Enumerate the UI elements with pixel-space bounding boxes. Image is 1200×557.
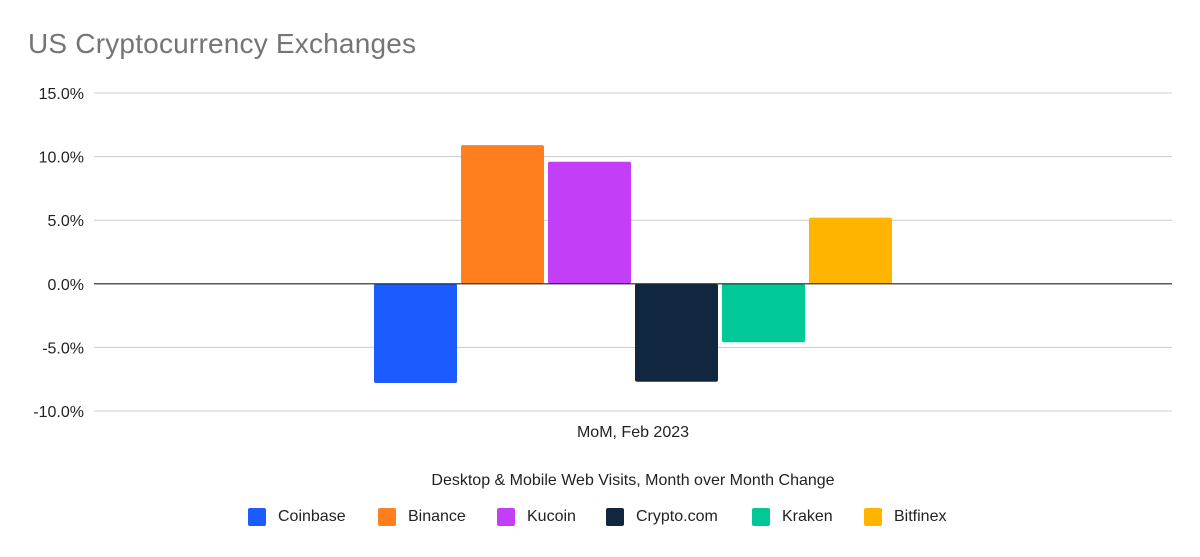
legend-label: Kraken [782,508,833,525]
x-axis-title: Desktop & Mobile Web Visits, Month over … [431,472,834,489]
legend-swatch [864,508,882,526]
legend-label: Kucoin [527,508,576,525]
legend-swatch [497,508,515,526]
bar-crypto-com [635,283,718,382]
y-tick-label: 10.0% [39,150,84,167]
legend-item: Kucoin [497,508,576,526]
bars [374,145,892,384]
bar-kraken [722,283,805,343]
bar-kucoin [548,161,631,284]
bar-coinbase [374,283,457,384]
legend-item: Coinbase [248,508,346,526]
legend-item: Binance [378,508,466,526]
y-tick-label: 5.0% [48,213,84,230]
legend-label: Crypto.com [636,508,718,525]
bar-chart: 15.0% 10.0% 5.0% 0.0% -5.0% -10.0% MoM, Feb 2… [33,86,1172,489]
x-category-label: MoM, Feb 2023 [577,424,689,441]
legend-swatch [378,508,396,526]
y-tick-label: -10.0% [33,404,84,421]
legend-item: Crypto.com [606,508,718,526]
chart-title: US Cryptocurrency Exchanges [28,28,417,59]
legend-swatch [606,508,624,526]
legend-item: Kraken [752,508,833,526]
legend-swatch [248,508,266,526]
legend-swatch [752,508,770,526]
y-tick-label: 15.0% [39,86,84,103]
bar-bitfinex [809,217,892,284]
legend-label: Bitfinex [894,508,947,525]
y-axis-ticks: 15.0% 10.0% 5.0% 0.0% -5.0% -10.0% [33,86,84,421]
bar-binance [461,145,544,284]
gridlines [94,92,1172,412]
legend: Coinbase Binance Kucoin Crypto.com Kraken Bit… [0,508,1200,532]
legend-label: Coinbase [278,508,346,525]
legend-item: Bitfinex [864,508,946,526]
legend-label: Binance [408,508,466,525]
y-tick-label: -5.0% [42,340,84,357]
y-tick-label: 0.0% [48,277,84,294]
